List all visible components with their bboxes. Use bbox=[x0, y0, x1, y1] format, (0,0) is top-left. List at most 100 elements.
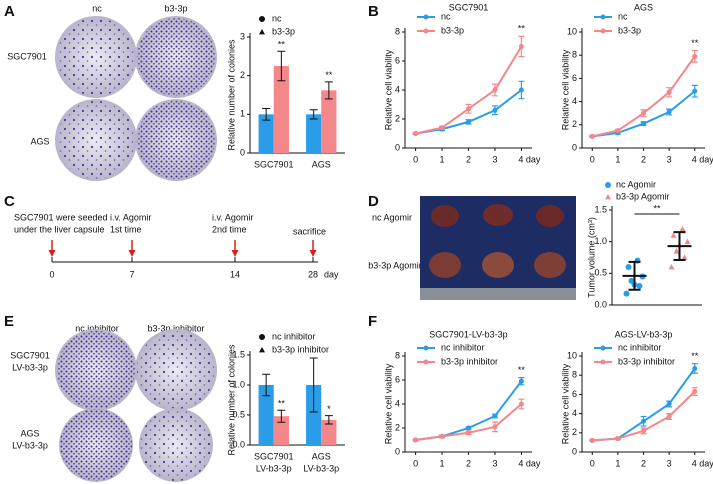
x-tick-label: 3 bbox=[492, 458, 497, 468]
point bbox=[641, 418, 646, 424]
row-label: LV-b3-3p bbox=[12, 362, 48, 372]
bar bbox=[321, 90, 337, 153]
x-tick-label: AGS bbox=[312, 159, 331, 169]
y-tick-label: 2 bbox=[395, 422, 400, 432]
column-label: b3-3p inhibitor bbox=[147, 323, 204, 333]
colony-plates bbox=[55, 329, 217, 482]
point bbox=[666, 401, 672, 407]
legend-label: b3-3p inhibitor bbox=[272, 344, 329, 354]
y-tick-label: 0.5 bbox=[232, 409, 245, 419]
panel-letter: B bbox=[368, 3, 379, 20]
y-tick-label: 1.5 bbox=[594, 204, 607, 214]
y-tick-label: 2 bbox=[395, 113, 400, 123]
point bbox=[666, 89, 672, 95]
liver bbox=[483, 204, 513, 226]
marker bbox=[623, 290, 630, 297]
y-tick-label: 1.0 bbox=[232, 379, 245, 389]
point bbox=[492, 424, 498, 430]
y-axis-label: Relative number of colonies bbox=[226, 39, 236, 151]
x-tick-label: LV-b3-3p bbox=[303, 463, 339, 473]
y-tick-label: 4 bbox=[395, 84, 400, 94]
bar bbox=[306, 385, 322, 445]
x-tick-label: 4 day bbox=[692, 154, 713, 164]
legend-label: b3-3p bbox=[441, 25, 464, 35]
event-label: SGC7901 were seeded bbox=[14, 212, 108, 222]
ruler bbox=[420, 288, 576, 300]
y-tick-label: 6 bbox=[395, 374, 400, 384]
error-bar bbox=[262, 373, 271, 397]
point bbox=[518, 401, 524, 407]
legend-label: nc inhibitor bbox=[441, 342, 485, 352]
event-label: 1st time bbox=[110, 224, 142, 234]
x-tick-label: 4 day bbox=[692, 458, 713, 468]
legend-marker bbox=[600, 359, 606, 365]
point bbox=[518, 378, 524, 384]
marker bbox=[673, 248, 680, 254]
row-label: b3-3p Agomir bbox=[368, 260, 422, 270]
significance: ** bbox=[518, 365, 526, 375]
point bbox=[692, 53, 698, 59]
bar bbox=[273, 66, 289, 153]
point bbox=[466, 425, 471, 431]
y-tick-label: 1.0 bbox=[594, 236, 607, 246]
y-tick-label: 2 bbox=[572, 427, 577, 437]
colonies bbox=[60, 409, 132, 481]
significance: ** bbox=[653, 203, 661, 213]
colonies bbox=[137, 18, 215, 96]
y-tick-label: 0 bbox=[572, 446, 577, 456]
point bbox=[615, 436, 621, 442]
point bbox=[492, 413, 498, 419]
event-label: under the liver capsule bbox=[14, 224, 105, 234]
y-tick-label: 8 bbox=[395, 26, 400, 36]
point bbox=[589, 133, 595, 139]
point bbox=[615, 128, 621, 134]
point bbox=[692, 389, 698, 395]
marker bbox=[259, 334, 265, 340]
panel-letter: F bbox=[368, 313, 377, 330]
x-tick-label: SGC7901 bbox=[254, 451, 294, 461]
arrow-head bbox=[48, 250, 56, 257]
significance: * bbox=[327, 404, 331, 414]
y-tick-label: 0 bbox=[572, 142, 577, 152]
arrow-head bbox=[309, 250, 317, 257]
x-tick-label: 2 bbox=[466, 458, 471, 468]
x-tick-label: 1 bbox=[615, 154, 620, 164]
y-axis-label: Tumor volume (cm³) bbox=[586, 217, 596, 298]
y-axis-label: Relative cell viability bbox=[560, 363, 570, 444]
arrow-head bbox=[231, 250, 239, 257]
point bbox=[641, 428, 646, 434]
row-label: AGS bbox=[20, 428, 39, 438]
legend-label: b3-3p inhibitor bbox=[441, 356, 498, 366]
point bbox=[641, 110, 646, 116]
panel-letter: D bbox=[368, 193, 379, 210]
error-bar bbox=[277, 50, 286, 82]
point bbox=[466, 106, 471, 112]
y-tick-label: 10 bbox=[567, 26, 577, 36]
chart-title: SGC7901 bbox=[449, 2, 489, 12]
error-bar bbox=[628, 260, 641, 291]
x-tick-label: 0 bbox=[413, 154, 418, 164]
marker bbox=[605, 182, 611, 188]
column-label: b3-3p bbox=[164, 3, 187, 13]
legend-marker bbox=[600, 14, 606, 20]
x-tick-label: 2 bbox=[466, 154, 471, 164]
legend-label: nc inhibitor bbox=[618, 342, 662, 352]
colonies bbox=[137, 331, 215, 409]
point bbox=[413, 437, 419, 443]
marker bbox=[605, 194, 611, 200]
y-tick-label: 8 bbox=[572, 50, 577, 60]
marker bbox=[636, 283, 643, 289]
panel-letter: E bbox=[4, 313, 14, 330]
row-label: LV-b3-3p bbox=[12, 440, 48, 450]
error-bar bbox=[324, 415, 333, 425]
legend-label: nc bbox=[272, 13, 282, 23]
x-tick-label: 1 bbox=[440, 154, 445, 164]
legend-label: b3-3p bbox=[618, 25, 641, 35]
y-tick-label: 0 bbox=[240, 147, 245, 157]
point bbox=[413, 131, 419, 136]
colonies bbox=[57, 101, 135, 179]
y-tick-label: 0.0 bbox=[232, 439, 245, 449]
point bbox=[518, 44, 524, 49]
timeline-unit: day bbox=[324, 269, 339, 279]
